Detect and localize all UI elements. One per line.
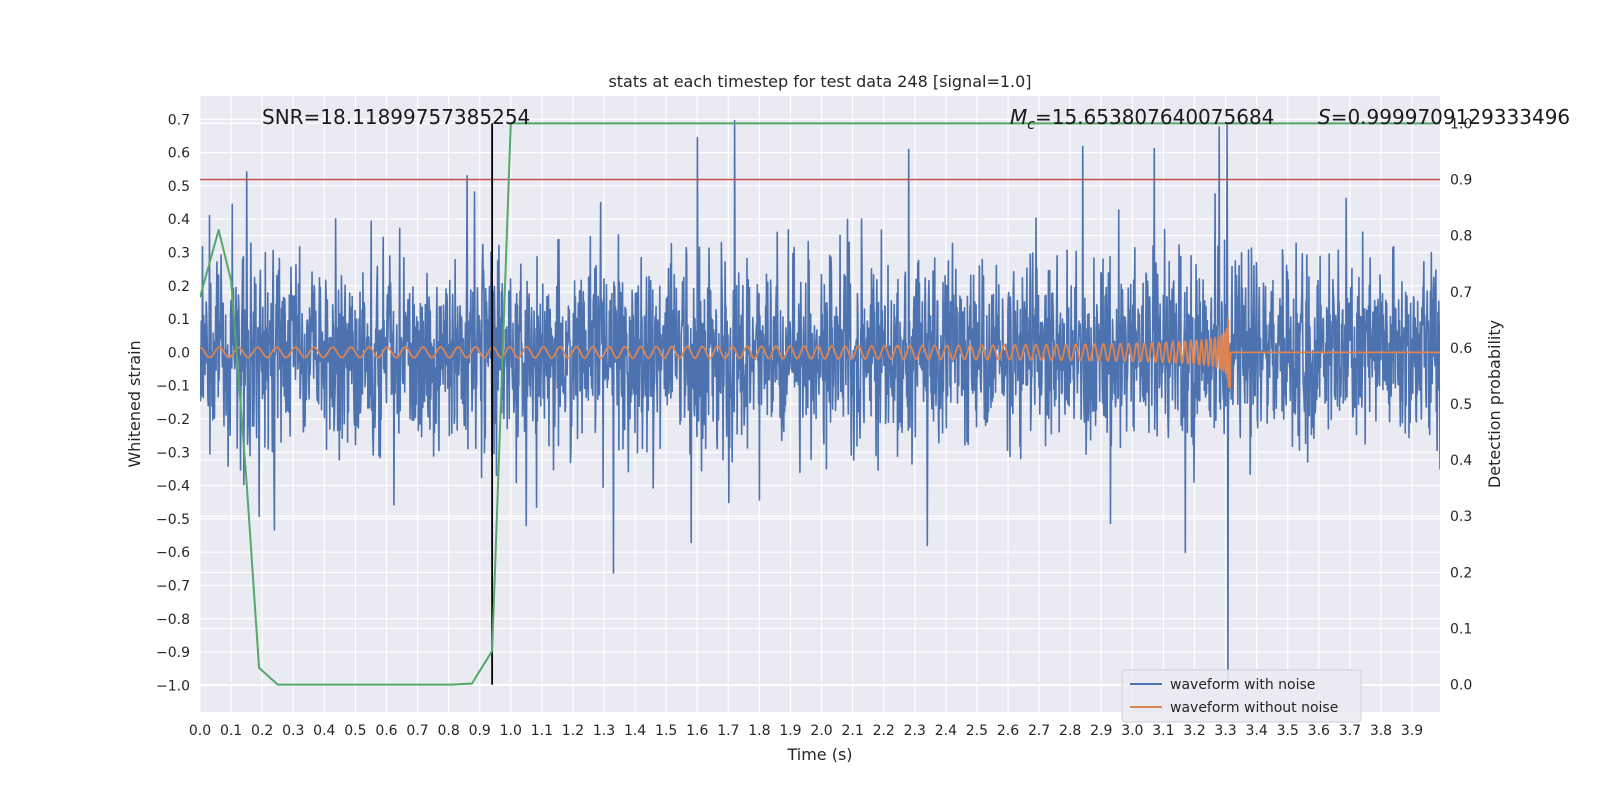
x-tick-label: 2.3 xyxy=(904,723,926,739)
y2-tick-label: 1.0 xyxy=(1450,116,1472,132)
s-annotation: S=0.9999709129333496 xyxy=(1318,105,1570,129)
x-tick-labels: 0.0 0.1 0.2 0.3 0.4 0.5 0.6 0.7 0.8 0.9 1.0 1.1 1.2 1… xyxy=(189,723,1423,739)
y2-tick-label: 0.1 xyxy=(1450,621,1472,637)
x-tick-label: 1.7 xyxy=(717,723,739,739)
x-tick-label: 0.7 xyxy=(406,723,428,739)
x-tick-label: 3.0 xyxy=(1121,723,1143,739)
x-tick-label: 3.2 xyxy=(1183,723,1205,739)
y2-tick-label: 0.3 xyxy=(1450,509,1472,525)
y-tick-label: 0.1 xyxy=(168,312,190,328)
y2-tick-labels: 0.0 0.1 0.2 0.3 0.4 0.5 0.6 0.7 0.8 0.9 1.0 xyxy=(1450,116,1472,693)
mc-symbol: M xyxy=(1010,105,1027,129)
x-tick-label: 0.8 xyxy=(437,723,459,739)
s-symbol: S xyxy=(1318,105,1331,129)
legend-label-waveform-with-noise: waveform with noise xyxy=(1170,677,1315,693)
x-tick-label: 3.9 xyxy=(1401,723,1423,739)
y2-tick-label: 0.5 xyxy=(1450,397,1472,413)
y2-tick-label: 0.4 xyxy=(1450,453,1472,469)
series-detection-probability xyxy=(200,122,1440,686)
series-waveform-without-noise xyxy=(200,318,1440,388)
x-tick-label: 1.2 xyxy=(562,723,584,739)
x-tick-label: 2.4 xyxy=(935,723,957,739)
x-tick-label: 2.6 xyxy=(997,723,1019,739)
series-waveform-with-noise xyxy=(200,119,1440,683)
x-tick-label: 3.6 xyxy=(1308,723,1330,739)
y-tick-labels: 0.7 0.6 0.5 0.4 0.3 0.2 0.1 0.0 −0.1 −0.2 −0.3 −0.4… xyxy=(156,112,190,694)
y-tick-label: 0.7 xyxy=(168,112,190,128)
y-tick-label: −0.4 xyxy=(156,479,190,495)
x-tick-label: 0.0 xyxy=(189,723,211,739)
x-tick-label: 1.0 xyxy=(500,723,522,739)
y-tick-label: 0.4 xyxy=(168,212,190,228)
y-tick-label: −0.7 xyxy=(156,578,190,594)
x-tick-label: 3.4 xyxy=(1246,723,1268,739)
x-tick-label: 0.1 xyxy=(220,723,242,739)
x-tick-label: 1.6 xyxy=(686,723,708,739)
x-tick-label: 3.8 xyxy=(1370,723,1392,739)
x-tick-label: 0.6 xyxy=(375,723,397,739)
y-tick-label: −0.6 xyxy=(156,545,190,561)
y-tick-label: −0.1 xyxy=(156,379,190,395)
y-tick-label: 0.2 xyxy=(168,279,190,295)
y2-tick-label: 0.2 xyxy=(1450,565,1472,581)
legend-label-waveform-without-noise: waveform without noise xyxy=(1170,700,1338,716)
x-tick-label: 0.5 xyxy=(344,723,366,739)
x-tick-label: 1.4 xyxy=(624,723,646,739)
y-tick-label: 0.0 xyxy=(168,345,190,361)
x-tick-label: 0.3 xyxy=(282,723,304,739)
x-tick-label: 2.2 xyxy=(873,723,895,739)
x-axis-label: Time (s) xyxy=(786,745,852,764)
y-tick-label: 0.6 xyxy=(168,146,190,162)
y-tick-label: −0.3 xyxy=(156,445,190,461)
x-tick-label: 3.3 xyxy=(1214,723,1236,739)
x-tick-label: 3.5 xyxy=(1277,723,1299,739)
x-tick-label: 1.9 xyxy=(779,723,801,739)
s-value: =0.9999709129333496 xyxy=(1331,105,1570,129)
y2-tick-label: 0.0 xyxy=(1450,678,1472,694)
x-tick-label: 1.1 xyxy=(531,723,553,739)
x-tick-label: 0.2 xyxy=(251,723,273,739)
y2-axis-label: Detection probability xyxy=(1485,320,1504,488)
x-tick-label: 2.0 xyxy=(810,723,832,739)
y2-tick-label: 0.9 xyxy=(1450,173,1472,189)
legend: waveform with noise waveform without noi… xyxy=(1121,669,1362,723)
mc-value: =15.653807640075684 xyxy=(1035,105,1274,129)
y-tick-label: −0.5 xyxy=(156,512,190,528)
y-tick-label: 0.3 xyxy=(168,245,190,261)
x-tick-label: 2.5 xyxy=(966,723,988,739)
x-tick-label: 3.1 xyxy=(1152,723,1174,739)
x-tick-label: 1.5 xyxy=(655,723,677,739)
y-tick-label: −0.9 xyxy=(156,645,190,661)
x-tick-label: 1.8 xyxy=(748,723,770,739)
chart-title: stats at each timestep for test data 248… xyxy=(608,72,1031,91)
snr-annotation: SNR=18.11899757385254 xyxy=(262,105,530,129)
x-tick-label: 2.1 xyxy=(841,723,863,739)
y-tick-label: −1.0 xyxy=(156,678,190,694)
y2-tick-label: 0.7 xyxy=(1450,285,1472,301)
y-axis-label: Whitened strain xyxy=(125,340,144,467)
mc-subscript: c xyxy=(1027,117,1035,133)
y-tick-label: −0.2 xyxy=(156,412,190,428)
x-tick-label: 0.4 xyxy=(313,723,335,739)
x-tick-label: 2.7 xyxy=(1028,723,1050,739)
x-tick-label: 3.7 xyxy=(1339,723,1361,739)
y-tick-label: 0.5 xyxy=(168,179,190,195)
y2-tick-label: 0.8 xyxy=(1450,229,1472,245)
legend-box xyxy=(1121,669,1362,723)
x-tick-label: 0.9 xyxy=(469,723,491,739)
y2-tick-label: 0.6 xyxy=(1450,341,1472,357)
x-tick-label: 2.9 xyxy=(1090,723,1112,739)
x-tick-label: 1.3 xyxy=(593,723,615,739)
x-tick-label: 2.8 xyxy=(1059,723,1081,739)
mc-annotation: Mc=15.653807640075684 xyxy=(1010,105,1274,133)
y-tick-label: −0.8 xyxy=(156,612,190,628)
